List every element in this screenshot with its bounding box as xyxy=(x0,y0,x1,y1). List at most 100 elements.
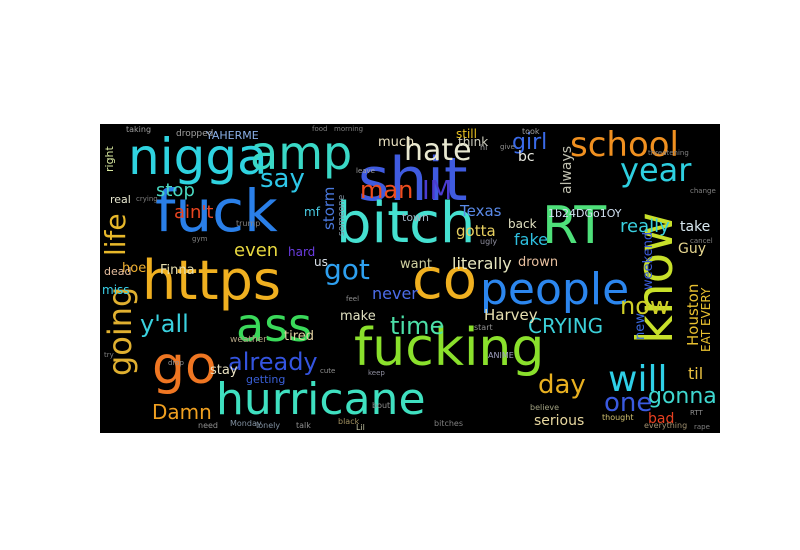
cloud-word: us xyxy=(314,255,328,269)
cloud-word: mf xyxy=(304,205,320,219)
cloud-word: Lil xyxy=(356,423,365,432)
cloud-word: serious xyxy=(534,413,585,429)
cloud-word: shit xyxy=(358,145,468,215)
cloud-word: amp xyxy=(250,126,353,180)
cloud-word: gotta xyxy=(456,222,496,240)
cloud-word: til xyxy=(688,364,704,383)
cloud-word: CRYING xyxy=(528,314,604,338)
cloud-word: now xyxy=(620,292,670,320)
cloud-word: literally xyxy=(452,254,512,273)
cloud-word: fake xyxy=(514,230,548,249)
cloud-word: taking xyxy=(126,125,152,134)
cloud-word: say xyxy=(260,164,305,194)
cloud-word: Texas xyxy=(460,202,502,220)
cloud-word: https xyxy=(142,249,281,312)
cloud-word: hate xyxy=(404,133,472,168)
cloud-word: day xyxy=(538,370,586,400)
cloud-word: storm xyxy=(320,186,338,230)
cloud-word: going xyxy=(101,286,139,376)
cloud-word: 1b24DGo1OY xyxy=(548,207,622,220)
cloud-word: took xyxy=(522,127,540,136)
cloud-word: ANIME xyxy=(488,351,514,360)
cloud-word: leave xyxy=(356,167,375,175)
cloud-word: man xyxy=(360,176,414,204)
cloud-word: ain't xyxy=(174,202,214,223)
cloud-word: someone xyxy=(337,194,347,236)
cloud-word: want xyxy=(400,257,432,272)
cloud-word: IM xyxy=(422,176,453,206)
cloud-word: bitches xyxy=(434,419,463,428)
cloud-word: change xyxy=(690,187,716,195)
cloud-word: food xyxy=(312,125,328,133)
cloud-word: time xyxy=(390,312,445,340)
cloud-word: dead xyxy=(104,265,132,278)
cloud-word: much xyxy=(378,135,415,150)
cloud-word: EAT EVERY xyxy=(699,287,713,352)
cloud-word: drown xyxy=(518,255,559,270)
cloud-word: already xyxy=(228,348,318,376)
cloud-word: Damn xyxy=(152,400,212,424)
cloud-word: hi xyxy=(480,143,488,152)
cloud-word: always xyxy=(559,145,575,194)
cloud-word: school xyxy=(570,125,680,165)
cloud-word: life xyxy=(100,213,132,256)
cloud-word: tired xyxy=(284,329,315,344)
cloud-word: cute xyxy=(320,367,336,375)
cloud-word: stop xyxy=(156,180,195,201)
cloud-word: y'all xyxy=(140,310,189,338)
cloud-word: even xyxy=(234,240,279,261)
cloud-word: nigga xyxy=(128,128,268,186)
cloud-word: feel xyxy=(346,295,360,303)
cloud-word: believe xyxy=(530,403,560,412)
cloud-word: everything xyxy=(644,421,688,430)
cloud-word: go xyxy=(152,336,217,396)
cloud-word: ugly xyxy=(480,237,498,246)
cloud-word: Harvey xyxy=(484,306,538,324)
cloud-word: people xyxy=(480,264,630,315)
cloud-word: make xyxy=(340,309,376,324)
cloud-word: will xyxy=(608,359,668,400)
cloud-word: hard xyxy=(288,245,316,259)
cloud-word: RTT xyxy=(690,409,703,417)
cloud-word: trump xyxy=(236,219,261,228)
cloud-word: lonely xyxy=(256,421,281,430)
cloud-word: black xyxy=(338,417,360,426)
cloud-word: weekend xyxy=(641,231,656,290)
cloud-word: talk xyxy=(296,421,311,430)
cloud-word: YAHERME xyxy=(206,129,259,142)
cloud-word: rape xyxy=(694,423,710,431)
cloud-word: real xyxy=(110,193,131,206)
cloud-word: keep xyxy=(368,369,385,377)
cloud-word: take xyxy=(680,219,711,235)
cloud-word: RT xyxy=(542,196,607,256)
cloud-word: miss xyxy=(102,283,130,297)
cloud-word: co xyxy=(412,247,478,312)
cloud-word: stay xyxy=(210,363,238,378)
cloud-word: hoe xyxy=(122,261,147,276)
cloud-word: morning xyxy=(334,125,364,133)
cloud-word: dropped xyxy=(176,129,214,139)
cloud-word: bout xyxy=(372,401,391,410)
cloud-word: crying xyxy=(136,195,158,203)
cloud-word: fuck xyxy=(155,177,278,245)
cloud-word: bad xyxy=(648,411,675,427)
cloud-word: hurricane xyxy=(216,374,426,425)
cloud-word: one xyxy=(604,388,653,418)
cloud-word: back xyxy=(508,217,537,231)
cloud-word: drop xyxy=(168,359,184,367)
cloud-word: thought xyxy=(602,413,634,422)
cloud-word: really xyxy=(620,216,670,237)
cloud-word: got xyxy=(324,253,370,286)
cloud-word: Monday xyxy=(230,419,262,428)
cloud-word: gym xyxy=(192,235,208,243)
cloud-word: need xyxy=(198,421,218,430)
cloud-word: Guy xyxy=(678,241,707,257)
cloud-word: gonna xyxy=(648,384,717,409)
cloud-word: getting xyxy=(246,373,286,386)
cloud-word: girl xyxy=(512,130,548,155)
cloud-word: Finna xyxy=(160,263,195,278)
cloud-word: fucking xyxy=(354,318,545,378)
cloud-word: new xyxy=(633,313,648,340)
cloud-word: weather xyxy=(230,335,267,345)
